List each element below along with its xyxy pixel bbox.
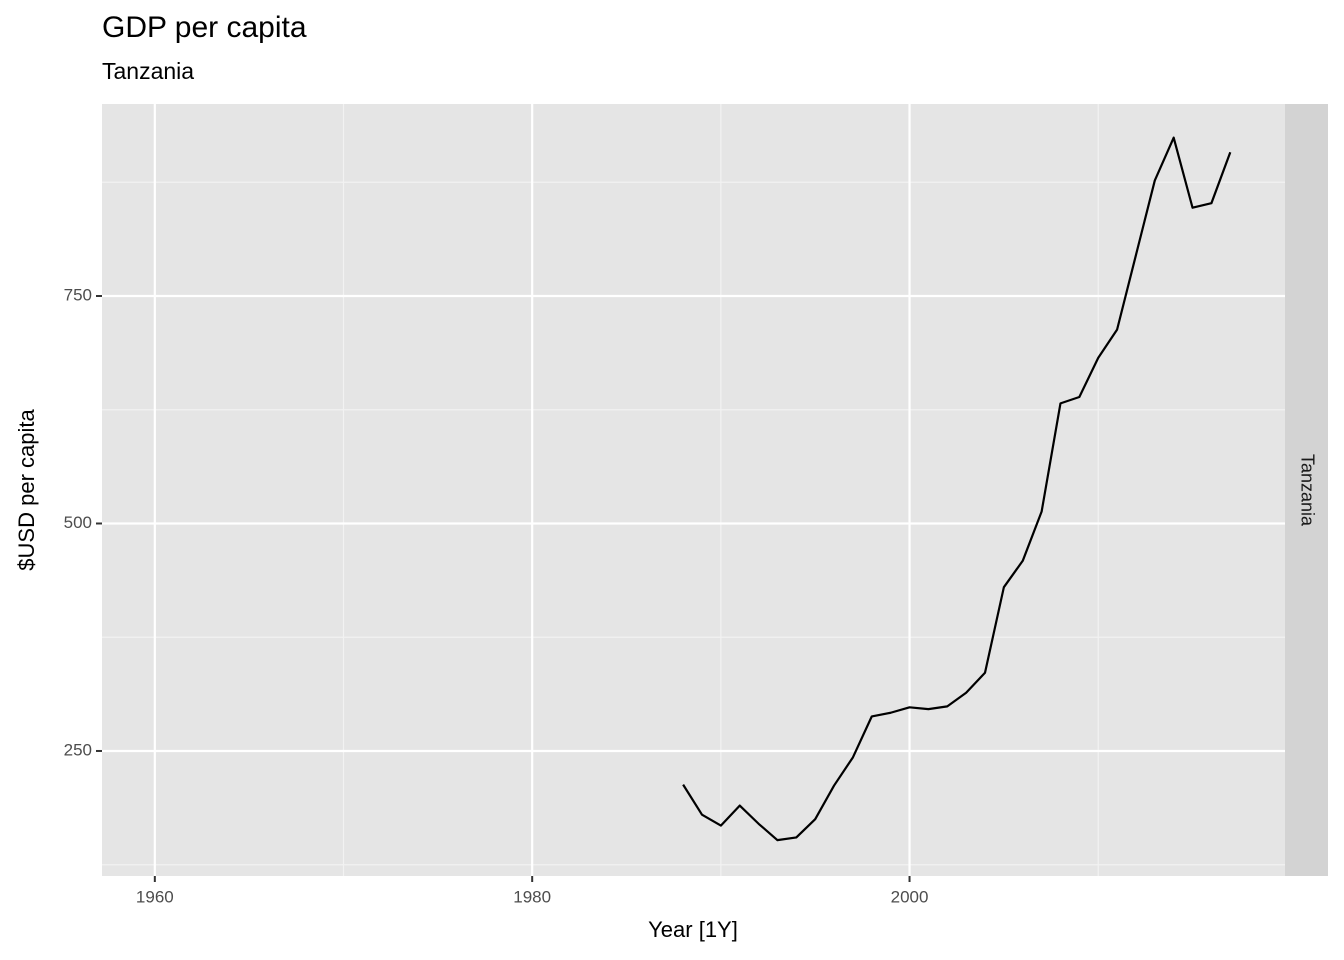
- chart-title: GDP per capita: [102, 11, 307, 44]
- x-tick-label: 2000: [891, 887, 929, 906]
- y-tick-label: 250: [64, 740, 92, 759]
- line: [682, 136, 1232, 842]
- strip: [1285, 104, 1328, 876]
- strip-label: Tanzania: [1297, 454, 1317, 527]
- x-axis-title: Year [1Y]: [648, 917, 738, 942]
- y-tick-label: 500: [64, 513, 92, 532]
- chart-subtitle: Tanzania: [102, 58, 194, 84]
- panel: [102, 104, 1285, 876]
- y-axis-title: $USD per capita: [14, 409, 39, 571]
- y-tick-label: 750: [64, 285, 92, 304]
- x-tick-label: 1980: [513, 887, 551, 906]
- x-tick-label: 1960: [136, 887, 174, 906]
